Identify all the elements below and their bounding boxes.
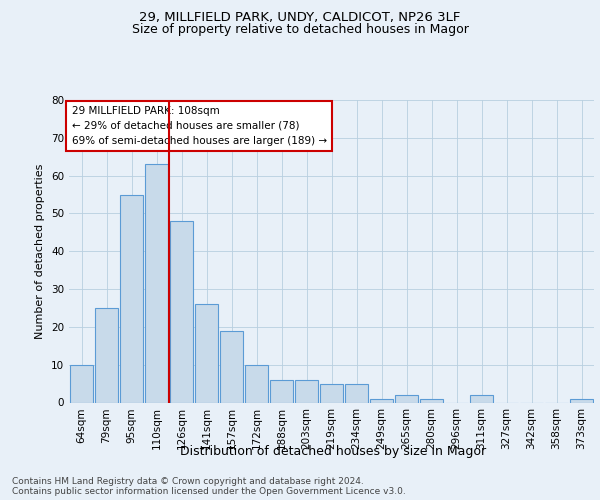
Bar <box>470 395 493 402</box>
Bar <box>195 304 218 402</box>
Bar <box>420 398 443 402</box>
Bar <box>370 398 393 402</box>
Bar <box>95 308 118 402</box>
Bar <box>220 330 243 402</box>
Text: Size of property relative to detached houses in Magor: Size of property relative to detached ho… <box>131 22 469 36</box>
Bar <box>395 395 418 402</box>
Bar <box>245 364 268 403</box>
Bar <box>145 164 168 402</box>
Bar <box>295 380 318 402</box>
Bar <box>120 194 143 402</box>
Bar <box>270 380 293 402</box>
Bar <box>345 384 368 402</box>
Text: Contains HM Land Registry data © Crown copyright and database right 2024.: Contains HM Land Registry data © Crown c… <box>12 478 364 486</box>
Text: 29 MILLFIELD PARK: 108sqm
← 29% of detached houses are smaller (78)
69% of semi-: 29 MILLFIELD PARK: 108sqm ← 29% of detac… <box>71 106 327 146</box>
Bar <box>170 221 193 402</box>
Bar <box>70 364 93 403</box>
Text: Distribution of detached houses by size in Magor: Distribution of detached houses by size … <box>180 445 486 458</box>
Text: 29, MILLFIELD PARK, UNDY, CALDICOT, NP26 3LF: 29, MILLFIELD PARK, UNDY, CALDICOT, NP26… <box>139 11 461 24</box>
Bar <box>570 398 593 402</box>
Bar <box>320 384 343 402</box>
Y-axis label: Number of detached properties: Number of detached properties <box>35 164 46 339</box>
Text: Contains public sector information licensed under the Open Government Licence v3: Contains public sector information licen… <box>12 488 406 496</box>
